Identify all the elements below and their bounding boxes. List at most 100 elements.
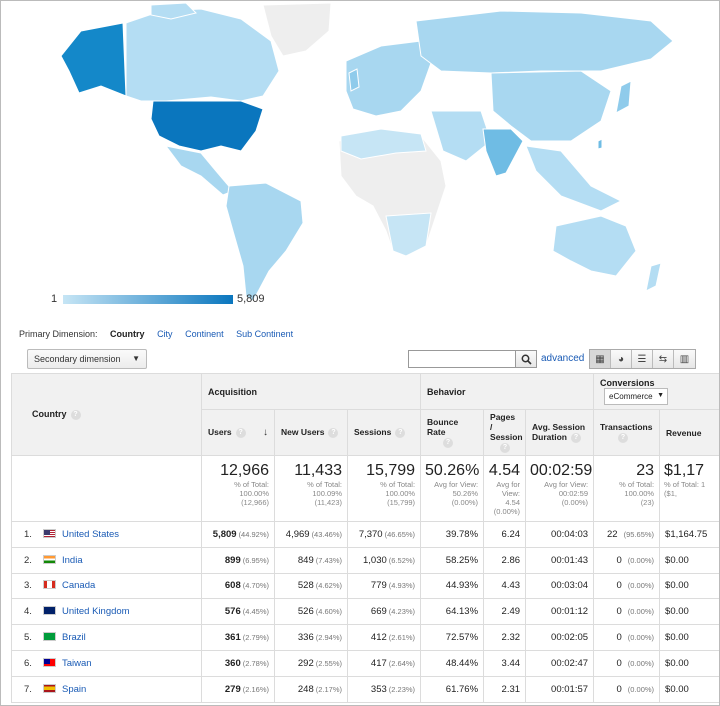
country-cell: 7. Spain: [11, 675, 202, 703]
legend-gradient: [63, 295, 233, 304]
avg-duration-cell: 00:03:04: [525, 572, 595, 600]
revenue-header[interactable]: Revenue: [659, 409, 719, 456]
map-new-zealand: [645, 262, 662, 292]
sessions-header[interactable]: Sessions?: [346, 409, 422, 456]
performance-view-icon[interactable]: ☰: [632, 350, 653, 368]
country-link[interactable]: Spain: [62, 683, 87, 695]
help-icon[interactable]: ?: [500, 442, 511, 453]
users-header[interactable]: Users? ↓: [201, 409, 275, 456]
legend-max: 5,809: [237, 293, 265, 305]
help-icon[interactable]: ?: [443, 437, 454, 448]
flag-tw-icon: [43, 657, 56, 667]
sessions-cell: 669 (4.23%): [346, 598, 422, 626]
map-alaska: [60, 22, 127, 97]
report-table: Country? Acquisition Behavior Conversion…: [11, 373, 719, 703]
table-row: 4. United Kingdom 576 (4.45%) 526 (4.60%) 669(…: [11, 598, 719, 626]
revenue-cell: $0.00: [659, 572, 719, 600]
help-icon[interactable]: ?: [70, 409, 81, 420]
new-users-cell: 248 (2.17%): [274, 675, 348, 703]
country-link[interactable]: India: [62, 554, 83, 566]
map-arctic-islands: [150, 2, 197, 20]
sessions-cell: 412 (2.61%): [346, 624, 422, 651]
country-cell: 1. United States: [11, 521, 202, 548]
dimension-country[interactable]: Country: [110, 329, 145, 339]
dimension-city[interactable]: City: [157, 329, 173, 339]
geo-map[interactable]: 1 5,809: [1, 1, 720, 319]
new-users-cell: 849 (7.43%): [274, 546, 348, 574]
transactions-header[interactable]: Transactions?: [593, 409, 661, 456]
new-users-header[interactable]: New Users?: [274, 409, 348, 456]
flag-uk-icon: [43, 606, 56, 616]
conversions-group-header: Conversions eCommerce ▼: [593, 373, 719, 410]
search-button[interactable]: [515, 350, 537, 368]
transactions-cell: 0 (0.00%): [593, 572, 661, 600]
map-africa-south: [385, 212, 432, 257]
advanced-filter-link[interactable]: advanced: [541, 353, 585, 364]
map-africa-north: [340, 128, 427, 160]
sessions-cell: 417 (2.64%): [346, 649, 422, 677]
bounce-rate-header[interactable]: Bounce Rate?: [420, 409, 485, 456]
totals-label-cell: [11, 455, 202, 522]
users-cell: 576 (4.45%): [201, 598, 275, 626]
sessions-cell: 353 (2.23%): [346, 675, 422, 703]
country-link[interactable]: United Kingdom: [62, 606, 130, 618]
chevron-down-icon: ▼: [657, 392, 665, 399]
pages-session-cell: 2.31: [483, 675, 527, 703]
help-icon[interactable]: ?: [395, 427, 406, 438]
help-icon[interactable]: ?: [618, 432, 629, 443]
row-index: 5.: [24, 632, 32, 644]
search-icon: [521, 354, 532, 365]
conversions-dropdown[interactable]: eCommerce ▼: [604, 388, 669, 405]
bounce-rate-cell: 39.78%: [420, 521, 485, 548]
search-input[interactable]: [408, 350, 518, 368]
new-users-cell: 526 (4.60%): [274, 598, 348, 626]
secondary-dimension-dropdown[interactable]: Secondary dimension ▼: [27, 349, 147, 369]
transactions-cell: 0 (0.00%): [593, 624, 661, 651]
help-icon[interactable]: ?: [570, 432, 581, 443]
country-cell: 6. Taiwan: [11, 649, 202, 677]
users-cell: 899 (6.95%): [201, 546, 275, 574]
pivot-view-icon[interactable]: ▥: [674, 350, 695, 368]
comparison-view-icon[interactable]: ⇆: [653, 350, 674, 368]
total-users: 12,966% of Total: 100.00% (12,966): [201, 455, 275, 522]
row-index: 2.: [24, 554, 32, 566]
pages-session-header[interactable]: Pages / Session?: [483, 409, 527, 456]
map-japan: [615, 80, 632, 114]
pages-session-cell: 4.43: [483, 572, 527, 600]
total-sessions: 15,799% of Total: 100.00% (15,799): [346, 455, 422, 522]
flag-in-icon: [43, 554, 56, 564]
table-view-icon[interactable]: ▦: [590, 350, 611, 368]
world-map[interactable]: [1, 1, 720, 319]
revenue-cell: $1,164.75: [659, 521, 719, 548]
secondary-dimension-label: Secondary dimension: [34, 354, 121, 364]
dimension-continent[interactable]: Continent: [185, 329, 224, 339]
bounce-rate-cell: 72.57%: [420, 624, 485, 651]
dimension-sub-continent[interactable]: Sub Continent: [236, 329, 294, 339]
transactions-cell: 0 (0.00%): [593, 675, 661, 703]
pie-view-icon[interactable]: ◕: [611, 350, 632, 368]
row-index: 3.: [24, 580, 32, 592]
flag-ca-icon: [43, 580, 56, 590]
revenue-cell: $0.00: [659, 649, 719, 677]
avg-duration-cell: 00:04:03: [525, 521, 595, 548]
bounce-rate-cell: 61.76%: [420, 675, 485, 703]
avg-duration-cell: 00:02:05: [525, 624, 595, 651]
transactions-cell: 22 (95.65%): [593, 521, 661, 548]
pages-session-cell: 6.24: [483, 521, 527, 548]
map-europe: [345, 40, 432, 117]
sort-desc-icon[interactable]: ↓: [263, 427, 268, 438]
flag-br-icon: [43, 632, 56, 642]
sessions-cell: 7,370 (46.65%): [346, 521, 422, 548]
country-header[interactable]: Country?: [11, 373, 202, 456]
row-index: 6.: [24, 657, 32, 669]
country-link[interactable]: Brazil: [62, 632, 86, 644]
help-icon[interactable]: ?: [235, 427, 246, 438]
avg-session-duration-header[interactable]: Avg. Session Duration?: [525, 409, 595, 456]
new-users-cell: 292 (2.55%): [274, 649, 348, 677]
help-icon[interactable]: ?: [328, 427, 339, 438]
country-link[interactable]: United States: [62, 528, 120, 540]
country-link[interactable]: Canada: [62, 580, 96, 592]
country-cell: 2. India: [11, 546, 202, 574]
map-australia: [552, 215, 637, 277]
country-link[interactable]: Taiwan: [62, 657, 92, 669]
